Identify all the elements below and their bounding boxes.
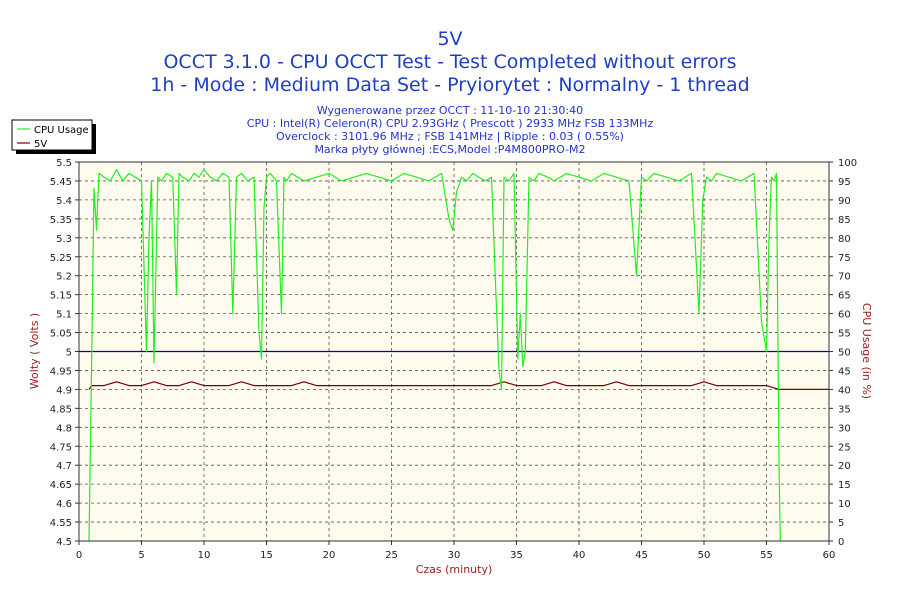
y-left-tick-label: 5.3: [56, 234, 72, 245]
x-tick-label: 10: [198, 550, 211, 561]
y-left-tick-label: 5.45: [50, 177, 72, 188]
y-right-tick-label: 75: [838, 253, 851, 264]
y-right-tick-label: 20: [838, 461, 851, 472]
y-right-tick-label: 85: [838, 215, 851, 226]
y-right-tick-label: 15: [838, 480, 851, 491]
x-tick-label: 30: [448, 550, 461, 561]
x-tick-label: 20: [323, 550, 336, 561]
info-generated: Wygenerowane przez OCCT : 11-10-10 21:30…: [317, 104, 583, 117]
y-right-tick-label: 70: [838, 272, 851, 283]
y-left-tick-label: 4.6: [56, 499, 72, 510]
grid-lines: [79, 162, 829, 541]
y-right-tick-label: 90: [838, 196, 851, 207]
info-motherboard: Marka płyty głównej :ECS,Model :P4M800PR…: [314, 143, 585, 156]
y-left-tick-label: 4.75: [50, 442, 72, 453]
y-left-tick-label: 5.5: [56, 158, 72, 169]
legend-box: [11, 119, 93, 151]
y-right-tick-label: 65: [838, 291, 851, 302]
x-tick-label: 40: [573, 550, 586, 561]
y-right-tick-label: 35: [838, 404, 851, 415]
y-right-tick-label: 50: [838, 348, 851, 359]
chart-subtitle-mode: 1h - Mode : Medium Data Set - Pryiorytet…: [150, 74, 749, 96]
y-right-tick-label: 25: [838, 442, 851, 453]
y-left-tick-label: 5.4: [56, 196, 72, 207]
y-left-tick-labels: 4.5 4.55 4.6 4.65 4.7 4.75 4.8 4.85 4.9 4.95 5 5.05…: [50, 158, 79, 548]
series-line-5v: [88, 381, 829, 390]
y-right-tick-label: 55: [838, 329, 851, 340]
legend-label-cpu: CPU Usage: [34, 125, 89, 136]
y-right-tick-label: 0: [838, 537, 844, 548]
x-tick-label: 5: [138, 550, 144, 561]
y-left-tick-label: 4.55: [50, 518, 72, 529]
y-left-tick-label: 5.2: [56, 272, 72, 283]
y-right-tick-label: 40: [838, 385, 851, 396]
x-axis-label: Czas (minuty): [416, 563, 493, 576]
x-tick-label: 15: [260, 550, 273, 561]
x-tick-label: 35: [510, 550, 523, 561]
y-left-tick-label: 5: [66, 348, 72, 359]
y-left-tick-label: 4.5: [56, 537, 72, 548]
y-left-tick-label: 4.85: [50, 404, 72, 415]
y-left-tick-label: 5.15: [50, 291, 72, 302]
y-right-tick-labels: 0 5 10 15 20 25 30 35 40 45 50 55 60 65 70 75 80 85 90 95 10…: [829, 158, 857, 548]
series-group: [88, 169, 829, 542]
y-left-tick-label: 5.25: [50, 253, 72, 264]
series-line-cpu-usage: [88, 169, 781, 542]
y-left-tick-label: 5.1: [56, 310, 72, 321]
x-tick-label: 45: [635, 550, 648, 561]
x-tick-label: 60: [823, 550, 836, 561]
x-tick-labels: 0 5 10 15 20 25 30 35 40 45 50 55 60: [76, 541, 836, 561]
y-right-tick-label: 60: [838, 310, 851, 321]
legend: CPU Usage 5V: [11, 119, 96, 154]
x-tick-label: 55: [760, 550, 773, 561]
info-overclock: Overclock : 3101.96 MHz ; FSB 141MHz | R…: [276, 130, 624, 143]
x-tick-label: 50: [698, 550, 711, 561]
y-right-tick-label: 95: [838, 177, 851, 188]
y-left-tick-label: 4.65: [50, 480, 72, 491]
x-tick-label: 0: [76, 550, 82, 561]
y-left-axis-label: Wolty ( Volts ): [28, 313, 41, 389]
y-right-tick-label: 30: [838, 423, 851, 434]
info-cpu: CPU : Intel(R) Celeron(R) CPU 2.93GHz ( …: [247, 117, 654, 130]
y-left-tick-label: 4.7: [56, 461, 72, 472]
y-right-tick-label: 45: [838, 366, 851, 377]
y-right-axis-label: CPU Usage (in %): [860, 303, 873, 399]
x-tick-label: 25: [385, 550, 398, 561]
y-left-tick-label: 4.9: [56, 385, 72, 396]
legend-label-volt: 5V: [34, 139, 47, 150]
y-left-tick-label: 4.8: [56, 423, 72, 434]
y-left-tick-label: 5.35: [50, 215, 72, 226]
chart-subtitle-test: OCCT 3.1.0 - CPU OCCT Test - Test Comple…: [163, 51, 736, 73]
y-left-tick-label: 4.95: [50, 366, 72, 377]
y-right-tick-label: 80: [838, 234, 851, 245]
y-right-tick-label: 10: [838, 499, 851, 510]
chart-title: 5V: [437, 28, 462, 50]
y-left-tick-label: 5.05: [50, 329, 72, 340]
y-right-tick-label: 5: [838, 518, 844, 529]
y-right-tick-label: 100: [838, 158, 857, 169]
